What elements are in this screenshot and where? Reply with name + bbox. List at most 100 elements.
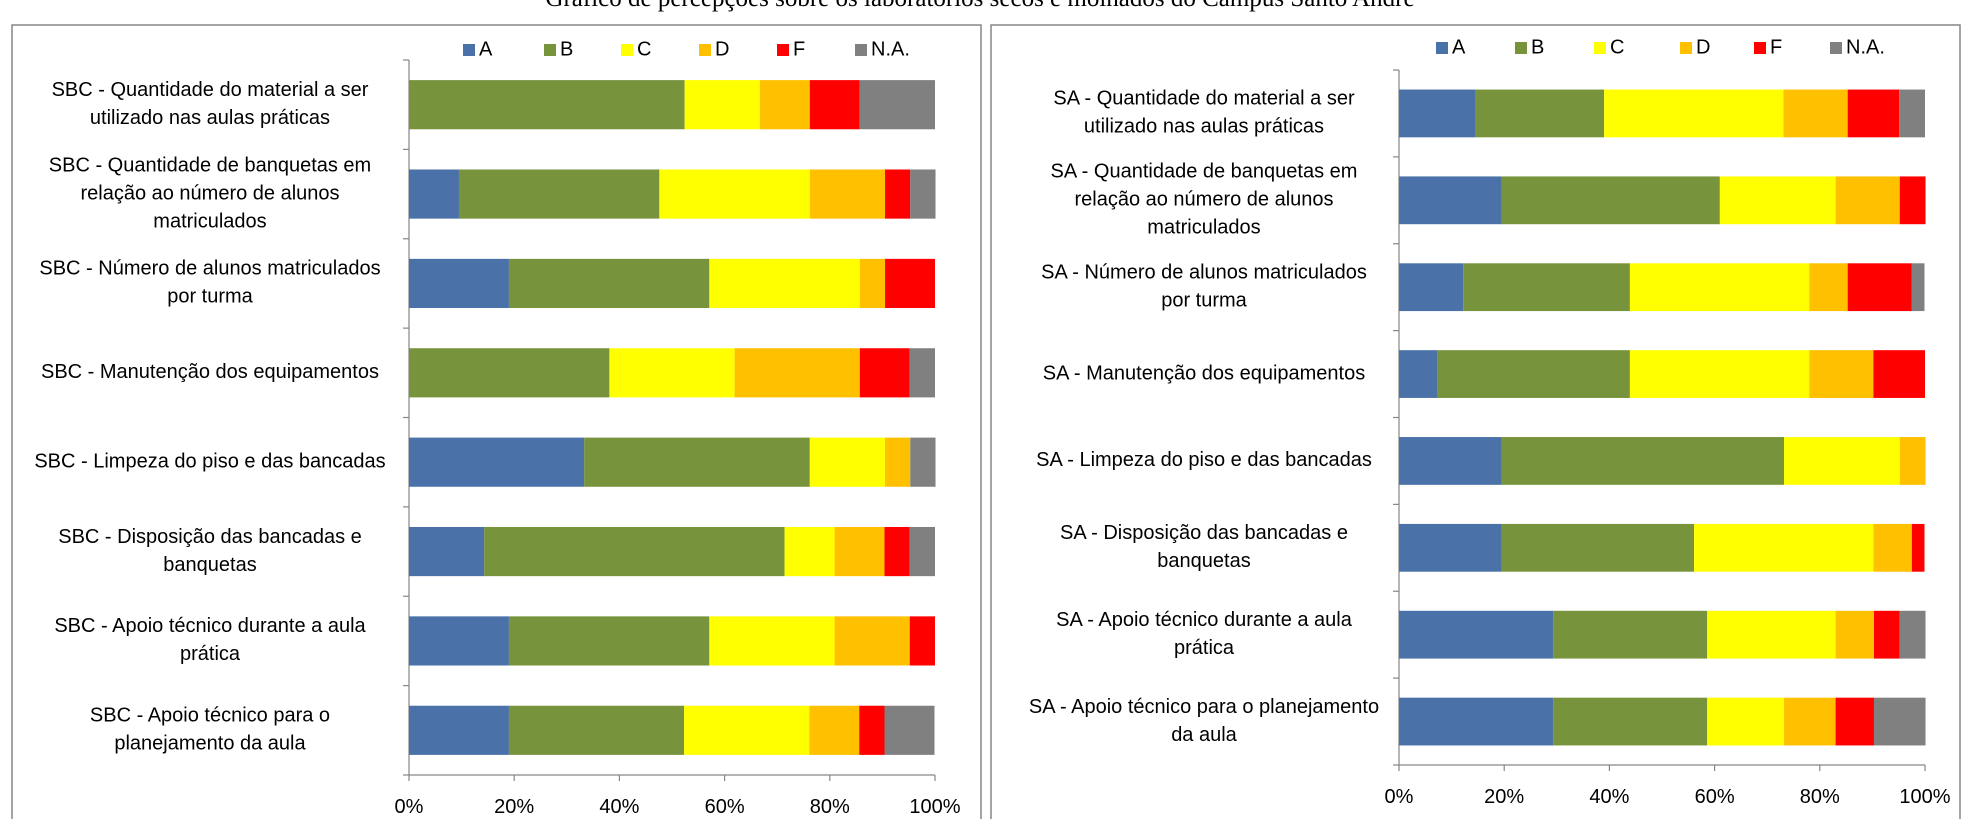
legend-label: D [715, 38, 729, 60]
bar-segment [809, 705, 860, 755]
legend-label: F [1770, 36, 1782, 58]
category-label: SA - Manutenção dos equipamentos [1043, 362, 1365, 384]
legend-label: A [479, 38, 493, 60]
x-tick-label: 20% [1484, 786, 1524, 808]
bar-segment [409, 526, 485, 577]
category-label: SA - Limpeza do piso e das bancadas [1036, 449, 1372, 471]
bar-segment [1911, 523, 1925, 572]
bar-segment [809, 437, 886, 487]
legend-label: N.A. [871, 38, 910, 60]
bar-segment [409, 348, 610, 398]
bar-segment [409, 616, 509, 666]
legend-swatch [1830, 42, 1842, 54]
bar-segment [1399, 610, 1554, 659]
bar-segment [909, 616, 935, 666]
bar-segment [508, 258, 710, 309]
category-label: matriculados [153, 210, 266, 232]
bar-segment [1873, 697, 1926, 746]
bar-segment [910, 169, 936, 219]
bar-segment [859, 705, 885, 755]
legend-swatch [1436, 42, 1448, 54]
category-label: SBC - Apoio técnico para o [90, 705, 330, 727]
bar-segment [1847, 89, 1900, 138]
bar-segment [1501, 437, 1785, 485]
bar-segment [1899, 176, 1926, 225]
category-label: SBC - Limpeza do piso e das bancadas [34, 450, 385, 472]
legend-swatch [544, 44, 556, 56]
bar-segment [409, 705, 509, 755]
category-label: SBC - Manutenção dos equipamentos [41, 361, 379, 383]
bar-segment [909, 348, 935, 398]
x-tick-label: 40% [1589, 786, 1629, 808]
category-label: SBC - Quantidade de banquetas em [49, 154, 371, 176]
bar-segment [659, 169, 810, 219]
category-label: banquetas [1157, 550, 1250, 572]
x-tick-label: 100% [1899, 786, 1950, 808]
bar-segment [1694, 523, 1874, 572]
bar-segment [1475, 89, 1605, 138]
bar-segment [1911, 263, 1925, 312]
bar-segment [508, 616, 710, 666]
bar-segment [1501, 176, 1720, 225]
legend-label: B [560, 38, 573, 60]
bar-segment [884, 526, 910, 577]
bar-segment [1399, 523, 1502, 572]
bar-segment [1835, 697, 1874, 746]
legend-swatch [1680, 42, 1692, 54]
bar-segment [884, 705, 935, 755]
legend-label: C [1610, 36, 1624, 58]
category-label: SA - Disposição das bancadas e [1060, 522, 1348, 544]
category-label: por turma [167, 286, 253, 308]
chart-frame [990, 24, 1961, 819]
legend-swatch [1515, 42, 1527, 54]
bar-segment [1873, 523, 1912, 572]
bar-segment [1707, 697, 1785, 746]
bar-segment [1399, 437, 1502, 485]
bar-segment [1399, 697, 1554, 746]
category-label: relação ao número de alunos [80, 182, 339, 204]
bar-segment [859, 258, 886, 309]
bar-segment [1899, 89, 1925, 138]
legend-label: C [637, 38, 651, 60]
category-label: planejamento da aula [114, 733, 306, 755]
bar-segment [684, 705, 810, 755]
bar-segment [709, 258, 860, 309]
bar-segment [1629, 350, 1810, 398]
x-tick-label: 40% [599, 796, 639, 818]
bar-segment [584, 437, 810, 487]
bar-segment [1399, 89, 1476, 138]
bar-segment [409, 437, 585, 487]
bar-segment [1809, 263, 1848, 312]
bar-segment [834, 526, 885, 577]
bar-segment [859, 348, 910, 398]
bar-segment [784, 526, 835, 577]
bar-segment [1399, 350, 1438, 398]
bar-segment [909, 526, 935, 577]
category-label: SA - Apoio técnico para o planejamento [1029, 696, 1379, 718]
bar-segment [1399, 263, 1464, 312]
page-title: Gráfico de percepções sobre os laboratór… [545, 0, 1414, 12]
category-label: utilizado nas aulas práticas [1084, 116, 1324, 138]
bar-segment [609, 348, 735, 398]
bar-segment [684, 80, 760, 130]
bar-segment [734, 348, 860, 398]
category-label: prática [180, 643, 241, 665]
bar-segment [1501, 523, 1695, 572]
category-label: SA - Número de alunos matriculados [1041, 261, 1367, 283]
bar-segment [1873, 350, 1925, 398]
bar-segment [809, 80, 860, 130]
legend-swatch [621, 44, 633, 56]
category-label: SBC - Número de alunos matriculados [39, 258, 380, 280]
bar-segment [1847, 263, 1912, 312]
bar-segment [484, 526, 785, 577]
x-tick-label: 80% [810, 796, 850, 818]
bar-segment [885, 169, 911, 219]
bar-segment [1707, 610, 1836, 659]
category-label: banquetas [163, 554, 256, 576]
bar-segment [885, 258, 935, 309]
x-tick-label: 0% [1385, 786, 1414, 808]
legend-swatch [463, 44, 475, 56]
x-tick-label: 60% [705, 796, 745, 818]
bar-segment [1399, 176, 1502, 225]
